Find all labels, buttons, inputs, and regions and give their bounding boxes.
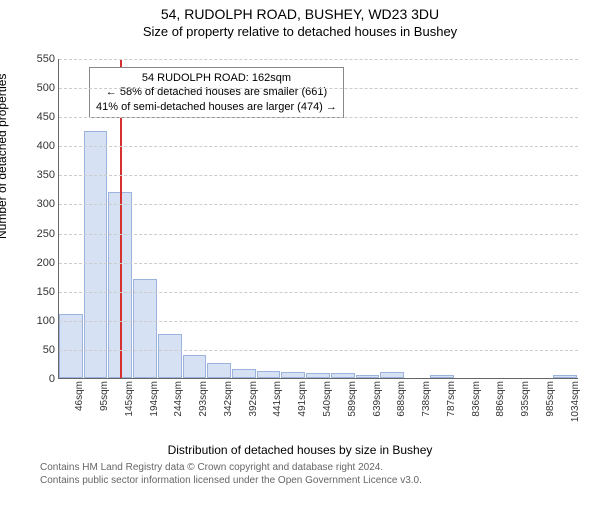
- x-tick-label: 935sqm: [520, 381, 531, 417]
- x-tick-label: 244sqm: [173, 381, 184, 417]
- y-tick-label: 0: [49, 373, 55, 385]
- bar: [133, 279, 157, 378]
- annotation-box: 54 RUDOLPH ROAD: 162sqm ← 58% of detache…: [89, 67, 344, 118]
- x-tick-label: 145sqm: [124, 381, 135, 417]
- footer-line-1: Contains HM Land Registry data © Crown c…: [40, 461, 590, 474]
- gridline: [59, 175, 578, 176]
- x-tick-label: 293sqm: [198, 381, 209, 417]
- y-tick-label: 100: [37, 315, 55, 327]
- gridline: [59, 350, 578, 351]
- x-tick-label: 589sqm: [347, 381, 358, 417]
- x-tick-label: 738sqm: [421, 381, 432, 417]
- x-tick-label: 688sqm: [396, 381, 407, 417]
- y-axis-label: Number of detached properties: [0, 74, 9, 239]
- bar: [356, 375, 380, 378]
- x-tick-label: 1034sqm: [570, 381, 581, 422]
- histogram-chart: Number of detached properties 54 RUDOLPH…: [0, 39, 600, 439]
- bar: [158, 334, 182, 378]
- x-tick-label: 985sqm: [545, 381, 556, 417]
- x-tick-label: 639sqm: [372, 381, 383, 417]
- gridline: [59, 117, 578, 118]
- bar: [306, 373, 330, 378]
- y-tick-label: 550: [37, 53, 55, 65]
- bar: [207, 363, 231, 378]
- footer-attribution: Contains HM Land Registry data © Crown c…: [0, 457, 600, 487]
- page-subtitle: Size of property relative to detached ho…: [0, 24, 600, 39]
- x-tick-label: 342sqm: [223, 381, 234, 417]
- y-tick-label: 450: [37, 111, 55, 123]
- gridline: [59, 263, 578, 264]
- bar: [331, 373, 355, 378]
- x-tick-label: 441sqm: [272, 381, 283, 417]
- bar: [380, 372, 404, 378]
- gridline: [59, 146, 578, 147]
- bar: [281, 372, 305, 378]
- bar: [232, 369, 256, 378]
- bar: [553, 375, 577, 378]
- bar: [257, 371, 281, 378]
- x-tick-label: 836sqm: [471, 381, 482, 417]
- x-tick-label: 46sqm: [74, 381, 85, 411]
- y-tick-label: 250: [37, 228, 55, 240]
- y-tick-label: 200: [37, 257, 55, 269]
- x-tick-label: 540sqm: [322, 381, 333, 417]
- x-tick-label: 95sqm: [99, 381, 110, 411]
- x-tick-label: 194sqm: [149, 381, 160, 417]
- y-tick-label: 400: [37, 140, 55, 152]
- x-tick-label: 491sqm: [297, 381, 308, 417]
- gridline: [59, 234, 578, 235]
- annotation-line-1: 54 RUDOLPH ROAD: 162sqm: [96, 71, 337, 85]
- y-tick-label: 300: [37, 198, 55, 210]
- x-tick-label: 886sqm: [495, 381, 506, 417]
- footer-line-2: Contains public sector information licen…: [40, 474, 590, 487]
- annotation-line-3: 41% of semi-detached houses are larger (…: [96, 100, 337, 114]
- bar: [59, 314, 83, 378]
- gridline: [59, 204, 578, 205]
- y-tick-label: 500: [37, 82, 55, 94]
- x-tick-labels: 46sqm 95sqm 145sqm 194sqm 244sqm 293sqm 342sqm…: [58, 381, 578, 431]
- x-tick-label: 787sqm: [446, 381, 457, 417]
- gridline: [59, 59, 578, 60]
- plot-area: 54 RUDOLPH ROAD: 162sqm ← 58% of detache…: [58, 59, 578, 379]
- page-title: 54, RUDOLPH ROAD, BUSHEY, WD23 3DU: [0, 6, 600, 22]
- gridline: [59, 292, 578, 293]
- bar: [183, 355, 207, 378]
- y-tick-label: 50: [43, 344, 55, 356]
- y-tick-label: 150: [37, 286, 55, 298]
- bar: [84, 131, 108, 378]
- y-tick-label: 350: [37, 169, 55, 181]
- x-tick-label: 392sqm: [248, 381, 259, 417]
- bar: [430, 375, 454, 378]
- gridline: [59, 321, 578, 322]
- x-axis-label: Distribution of detached houses by size …: [0, 443, 600, 457]
- gridline: [59, 88, 578, 89]
